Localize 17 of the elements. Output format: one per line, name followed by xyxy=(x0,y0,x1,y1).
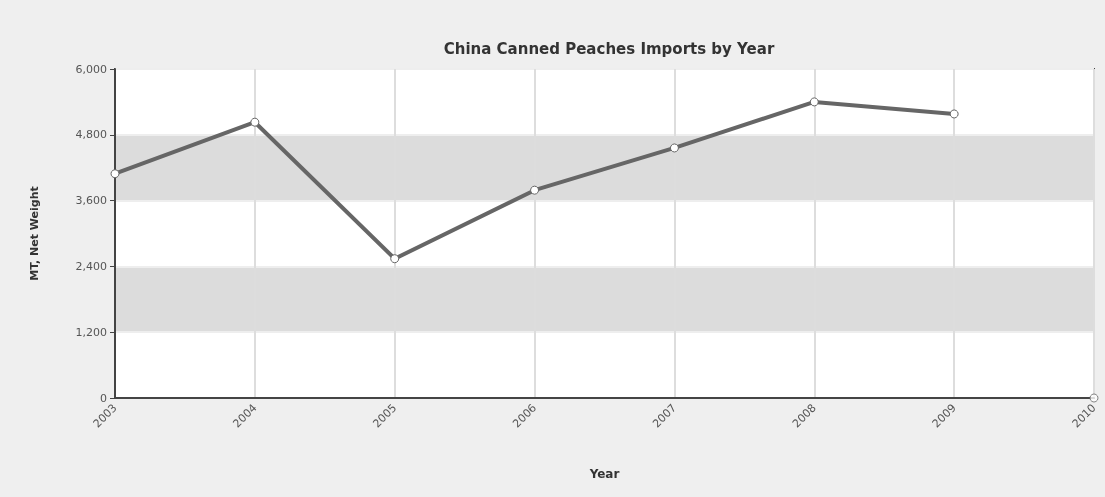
x-axis-title: Year xyxy=(588,467,620,481)
chart-title: China Canned Peaches Imports by Year xyxy=(443,39,775,58)
point xyxy=(390,254,400,264)
point xyxy=(110,169,120,179)
y-tick-label: 6,000 xyxy=(75,62,107,76)
y-axis-title: MT, Net Weight xyxy=(28,186,41,281)
point xyxy=(669,143,679,153)
y-tick-label: 2,400 xyxy=(75,259,107,273)
point xyxy=(530,185,540,195)
y-tick-label: 1,200 xyxy=(75,325,107,339)
point xyxy=(809,97,819,107)
point xyxy=(250,117,260,127)
y-tick-label: 3,600 xyxy=(75,194,107,208)
point xyxy=(949,109,959,119)
y-tick-label: 0 xyxy=(100,391,107,405)
point xyxy=(1089,393,1099,403)
y-tick-label: 4,800 xyxy=(75,128,107,142)
